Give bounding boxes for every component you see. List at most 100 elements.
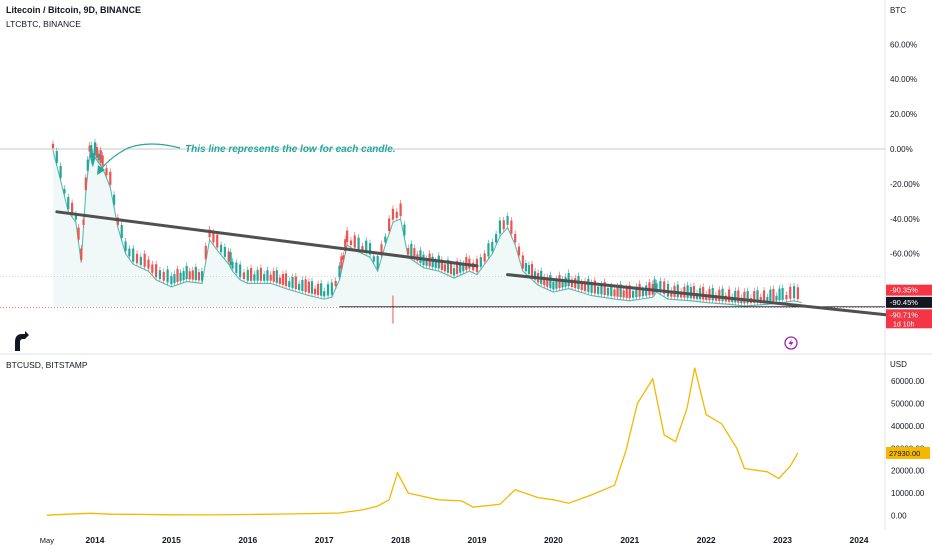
top-y-tick-label: -20.00% (890, 180, 920, 189)
candle-body (304, 279, 307, 292)
candle-body (527, 264, 531, 275)
candle-body (162, 271, 165, 281)
lightning-icon[interactable] (784, 336, 798, 350)
candle-body (91, 153, 94, 164)
candle-body (197, 272, 201, 281)
candle-body (443, 264, 447, 272)
candle-body (431, 256, 434, 268)
trendline[interactable] (506, 273, 888, 317)
price-label-box (886, 284, 932, 296)
candle-body (792, 286, 796, 299)
candle-body (132, 248, 135, 262)
candle-body (128, 248, 131, 257)
candle-body (266, 270, 269, 281)
candle-body (313, 288, 317, 295)
candle-body (766, 297, 769, 302)
candle-body (491, 241, 494, 252)
x-tick-label: 2022 (697, 535, 716, 545)
candle-body (785, 294, 788, 300)
candle-body (256, 270, 259, 281)
bottom-y-tick-label: 50000.00 (891, 400, 925, 409)
btc-last-value-text: 27930.00 (889, 449, 920, 458)
candle-body (711, 288, 714, 301)
candle-body (231, 261, 234, 269)
candle-body (155, 264, 158, 278)
candle-body (338, 265, 341, 278)
bottom-y-tick-label: 40000.00 (891, 422, 925, 431)
candle-body (173, 274, 176, 284)
candle-body (721, 288, 724, 302)
candle-body (334, 280, 337, 286)
candle-body (340, 256, 343, 269)
candle-body (533, 271, 537, 280)
candle-body (676, 284, 679, 298)
candle-body (179, 272, 182, 282)
candle-body (86, 159, 89, 171)
candle-body (143, 253, 146, 267)
candle-body (628, 285, 631, 299)
candle-body (772, 288, 775, 301)
candle-body (227, 251, 230, 262)
candle-body (502, 220, 505, 230)
candle-body (176, 269, 179, 283)
candle-body (80, 248, 83, 260)
candle-body (344, 239, 347, 252)
candle-body (521, 255, 524, 269)
candle-body (365, 240, 368, 253)
candle-body (101, 155, 104, 166)
candle-body (212, 232, 215, 243)
candle-body (330, 282, 333, 295)
candle-body (619, 284, 622, 298)
x-tick-label: 2023 (773, 535, 792, 545)
candle-body (120, 225, 123, 238)
price-label-text: -90.35% (890, 286, 918, 295)
candle-body (517, 246, 521, 256)
candle-body (498, 220, 502, 234)
candle-body (67, 197, 70, 210)
bottom-y-tick-label: 0.00 (891, 512, 907, 521)
candle-body (105, 168, 108, 176)
trendline[interactable] (55, 210, 479, 268)
candle-body (51, 143, 55, 149)
candle-body (242, 272, 246, 280)
top-axis-unit: BTC (890, 6, 906, 15)
tradingview-dino-icon[interactable] (15, 331, 29, 351)
candle-body (361, 246, 364, 252)
price-label-box (886, 309, 932, 329)
candle-body (590, 282, 593, 293)
candle-body (622, 290, 625, 298)
candle-body (462, 264, 465, 272)
candle-body (246, 270, 249, 281)
candle-body (249, 268, 253, 281)
candle-body (587, 278, 590, 292)
x-tick-label: 2021 (620, 535, 639, 545)
candle-body (288, 281, 291, 287)
x-tick-label: 2018 (391, 535, 410, 545)
candle-body (459, 262, 462, 273)
candle-body (185, 265, 188, 280)
candle-body (449, 263, 453, 275)
candle-body (407, 247, 410, 255)
candle-body (316, 283, 320, 296)
candle-body (166, 269, 169, 283)
candle-body (208, 229, 211, 238)
candle-body (269, 274, 272, 281)
candle-body (191, 270, 194, 280)
candle-body (59, 166, 62, 178)
candle-body (200, 271, 204, 281)
candle-body (753, 291, 756, 303)
x-tick-label: 2019 (468, 535, 487, 545)
x-tick-label: 2015 (162, 535, 181, 545)
candle-body (692, 286, 696, 299)
candle-body (728, 289, 731, 302)
bottom-y-tick-label: 60000.00 (891, 377, 925, 386)
candle-body (109, 171, 112, 185)
candle-body (229, 252, 232, 266)
candle-body (762, 290, 766, 302)
candle-body (410, 243, 413, 257)
candle-body (746, 290, 749, 304)
candle-body (263, 274, 266, 281)
candle-body (778, 288, 781, 301)
candle-body (388, 218, 391, 232)
candle-body (74, 214, 77, 220)
